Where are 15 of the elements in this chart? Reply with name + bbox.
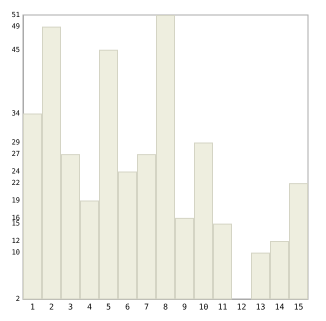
x-tick-label: 2	[49, 302, 54, 312]
x-tick-label: 14	[274, 302, 284, 312]
x-tick-label: 10	[198, 302, 208, 312]
x-tick-label: 15	[294, 302, 304, 312]
x-tick-label: 7	[144, 302, 150, 312]
x-tick-label: 8	[163, 302, 168, 312]
x-tick-label: 12	[236, 302, 246, 312]
x-tick-label: 3	[68, 302, 74, 312]
x-tick-label: 1	[30, 302, 36, 312]
x-tick-label: 5	[106, 302, 112, 312]
x-tick-label: 4	[87, 302, 92, 312]
x-tick-label: 13	[256, 302, 266, 312]
x-tick-label: 6	[125, 302, 130, 312]
x-tick-label: 11	[218, 302, 228, 312]
x-tick-label: 9	[182, 302, 188, 312]
